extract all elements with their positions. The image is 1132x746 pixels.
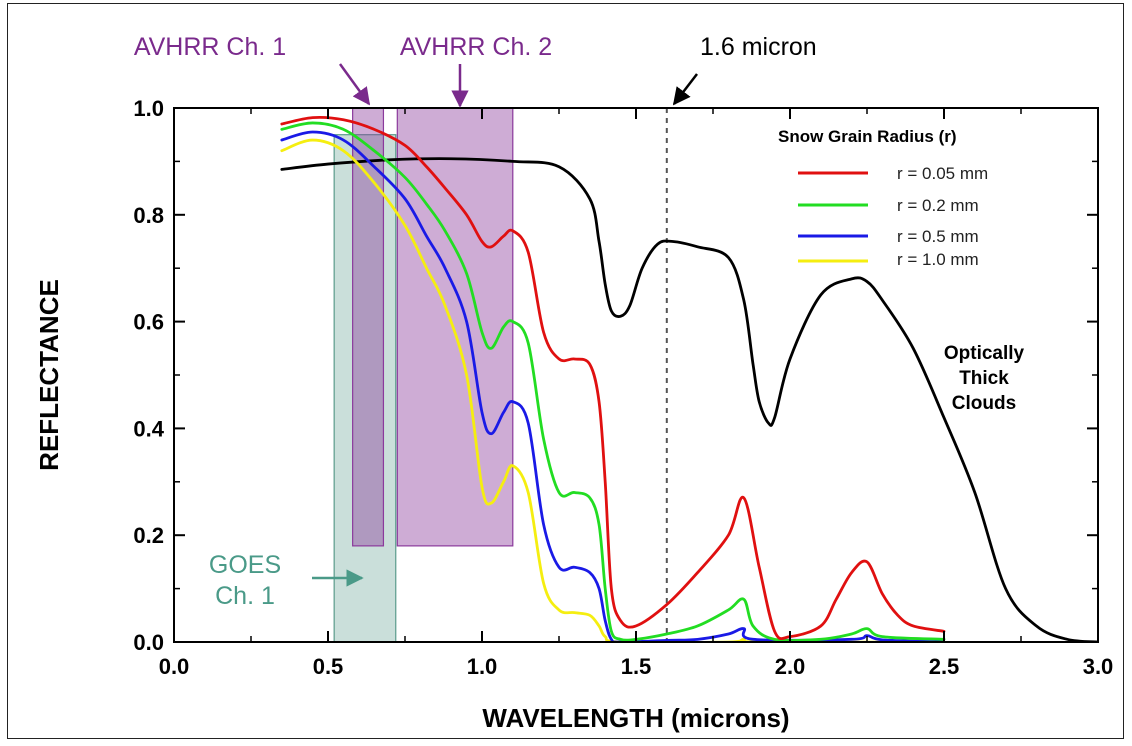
series-lines [280, 115, 1098, 642]
micron-marker-arrow [672, 73, 698, 106]
legend-label-r02: r = 0.2 mm [897, 196, 979, 215]
band-goes-ch-1 [333, 134, 397, 643]
goes-ch1-label-line1: GOES [209, 551, 281, 579]
goes-ch1-label-line2: Ch. 1 [215, 582, 275, 610]
legend-title: Snow Grain Radius (r) [778, 127, 957, 146]
y-tick-label: 0.8 [133, 203, 164, 228]
axis-ticks: 0.0 0.5 1.0 1.5 2.0 2.5 3.0 0.0 0.2 0.4 0.6 0.8 1.0 [133, 96, 1113, 679]
avhrr-ch2-label: AVHRR Ch. 2 [400, 33, 552, 61]
series-line-r-0-2-mm [280, 121, 946, 642]
x-tick-label: 0.0 [159, 654, 190, 679]
avhrr-ch1-arrow [338, 63, 371, 106]
y-tick-label: 0.2 [133, 523, 164, 548]
legend-label-r05: r = 0.5 mm [897, 227, 979, 246]
y-tick-label: 0.0 [133, 630, 164, 655]
micron-marker-label: 1.6 micron [700, 33, 817, 61]
series-line-r-0-5-mm [280, 130, 946, 642]
spectral-bands [333, 107, 514, 643]
x-tick-label: 1.5 [621, 654, 652, 679]
clouds-label-line3: Clouds [952, 393, 1016, 414]
x-axis-title: WAVELENGTH (microns) [482, 703, 789, 733]
y-tick-label: 1.0 [133, 96, 164, 121]
series-line-r-1-0-mm [280, 138, 946, 642]
x-tick-label: 1.0 [467, 654, 498, 679]
y-tick-label: 0.6 [133, 310, 164, 335]
band-avhrr-ch-1 [352, 107, 385, 547]
y-axis-title: REFLECTANCE [34, 279, 64, 471]
x-tick-label: 3.0 [1083, 654, 1114, 679]
clouds-label-line1: Optically [944, 343, 1025, 364]
x-tick-label: 0.5 [313, 654, 344, 679]
x-tick-label: 2.0 [775, 654, 806, 679]
legend: Snow Grain Radius (r) r = 0.05 mm r = 0.… [778, 127, 988, 269]
y-tick-label: 0.4 [133, 416, 164, 441]
series-line-r-0-05-mm [280, 115, 946, 641]
x-tick-label: 2.5 [929, 654, 960, 679]
clouds-label-line2: Thick [959, 368, 1009, 389]
band-avhrr-ch-2 [396, 107, 514, 547]
chart-frame [7, 3, 1124, 739]
legend-label-r10: r = 1.0 mm [897, 250, 979, 269]
series-line-optically-thick-clouds [280, 157, 1098, 642]
legend-label-r005: r = 0.05 mm [897, 164, 988, 183]
avhrr-ch1-label: AVHRR Ch. 1 [134, 33, 286, 61]
